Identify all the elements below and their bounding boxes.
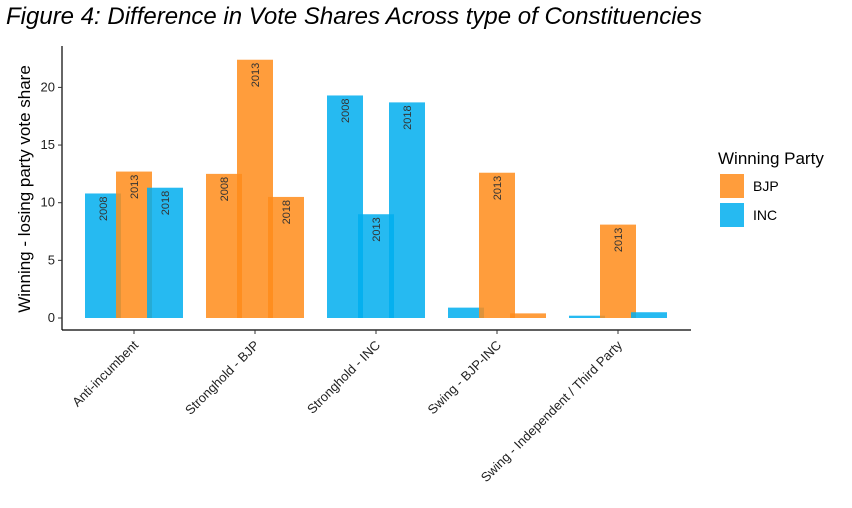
bar-year-label: 2013 xyxy=(371,217,383,241)
x-tick-label: Swing - Independent / Third Party xyxy=(478,337,626,485)
bar-year-label: 2008 xyxy=(219,177,231,201)
bar-swing-bjp-inc-2008 xyxy=(448,307,484,318)
legend-label-bjp: BJP xyxy=(753,178,779,194)
y-axis-title: Winning - losing party vote share xyxy=(15,65,34,313)
legend-label-inc: INC xyxy=(753,207,777,223)
bar-anti-incumbent-2008 xyxy=(85,193,121,318)
bar-year-label: 2018 xyxy=(281,200,293,224)
bar-anti-incumbent-2013 xyxy=(116,171,152,318)
bar-year-label: 2008 xyxy=(340,98,352,122)
legend-title: Winning Party xyxy=(718,149,824,168)
chart-title: Figure 4: Difference in Vote Shares Acro… xyxy=(6,3,702,30)
bar-year-label: 2018 xyxy=(402,105,414,129)
bar-anti-incumbent-2018 xyxy=(147,187,183,318)
bar-year-label: 2013 xyxy=(129,175,141,199)
bar-year-label: 2008 xyxy=(98,196,110,220)
y-tick-label: 20 xyxy=(41,79,55,94)
bar-stronghold-inc-2013 xyxy=(358,214,394,318)
y-tick-label: 15 xyxy=(41,137,55,152)
bar-swing-independent-third-party-2013 xyxy=(600,224,636,318)
bar-year-label: 2013 xyxy=(250,63,262,87)
bar-stronghold-inc-2008 xyxy=(327,95,363,318)
bar-year-label: 2018 xyxy=(160,191,172,215)
bar-stronghold-bjp-2013 xyxy=(237,59,273,319)
bar-stronghold-bjp-2018 xyxy=(268,196,304,318)
y-tick-label: 5 xyxy=(48,252,55,267)
x-tick-label: Stronghold - INC xyxy=(304,338,383,417)
bar-stronghold-bjp-2008 xyxy=(206,173,242,318)
bar-swing-bjp-inc-2018 xyxy=(510,313,546,318)
bar-swing-independent-third-party-2018 xyxy=(631,312,667,318)
x-tick-label: Swing - BJP-INC xyxy=(425,338,505,418)
bar-swing-bjp-inc-2013 xyxy=(479,172,515,318)
legend-key-inc xyxy=(720,203,744,227)
bar-year-label: 2013 xyxy=(613,228,625,252)
y-tick-label: 0 xyxy=(48,310,55,325)
legend: Winning Party BJP INC xyxy=(718,149,824,227)
x-tick-label: Anti-incumbent xyxy=(69,337,141,409)
legend-key-bjp xyxy=(720,174,744,198)
bar-stronghold-inc-2018 xyxy=(389,102,425,318)
x-tick-label: Stronghold - BJP xyxy=(182,338,262,418)
bars-layer: 2008 2013 2018 2008 2013 2018 2008 2013 2018 2013… xyxy=(85,59,667,319)
bar-year-label: 2013 xyxy=(492,176,504,200)
y-tick-label: 10 xyxy=(41,195,55,210)
bar-swing-independent-third-party-2008 xyxy=(569,315,605,318)
